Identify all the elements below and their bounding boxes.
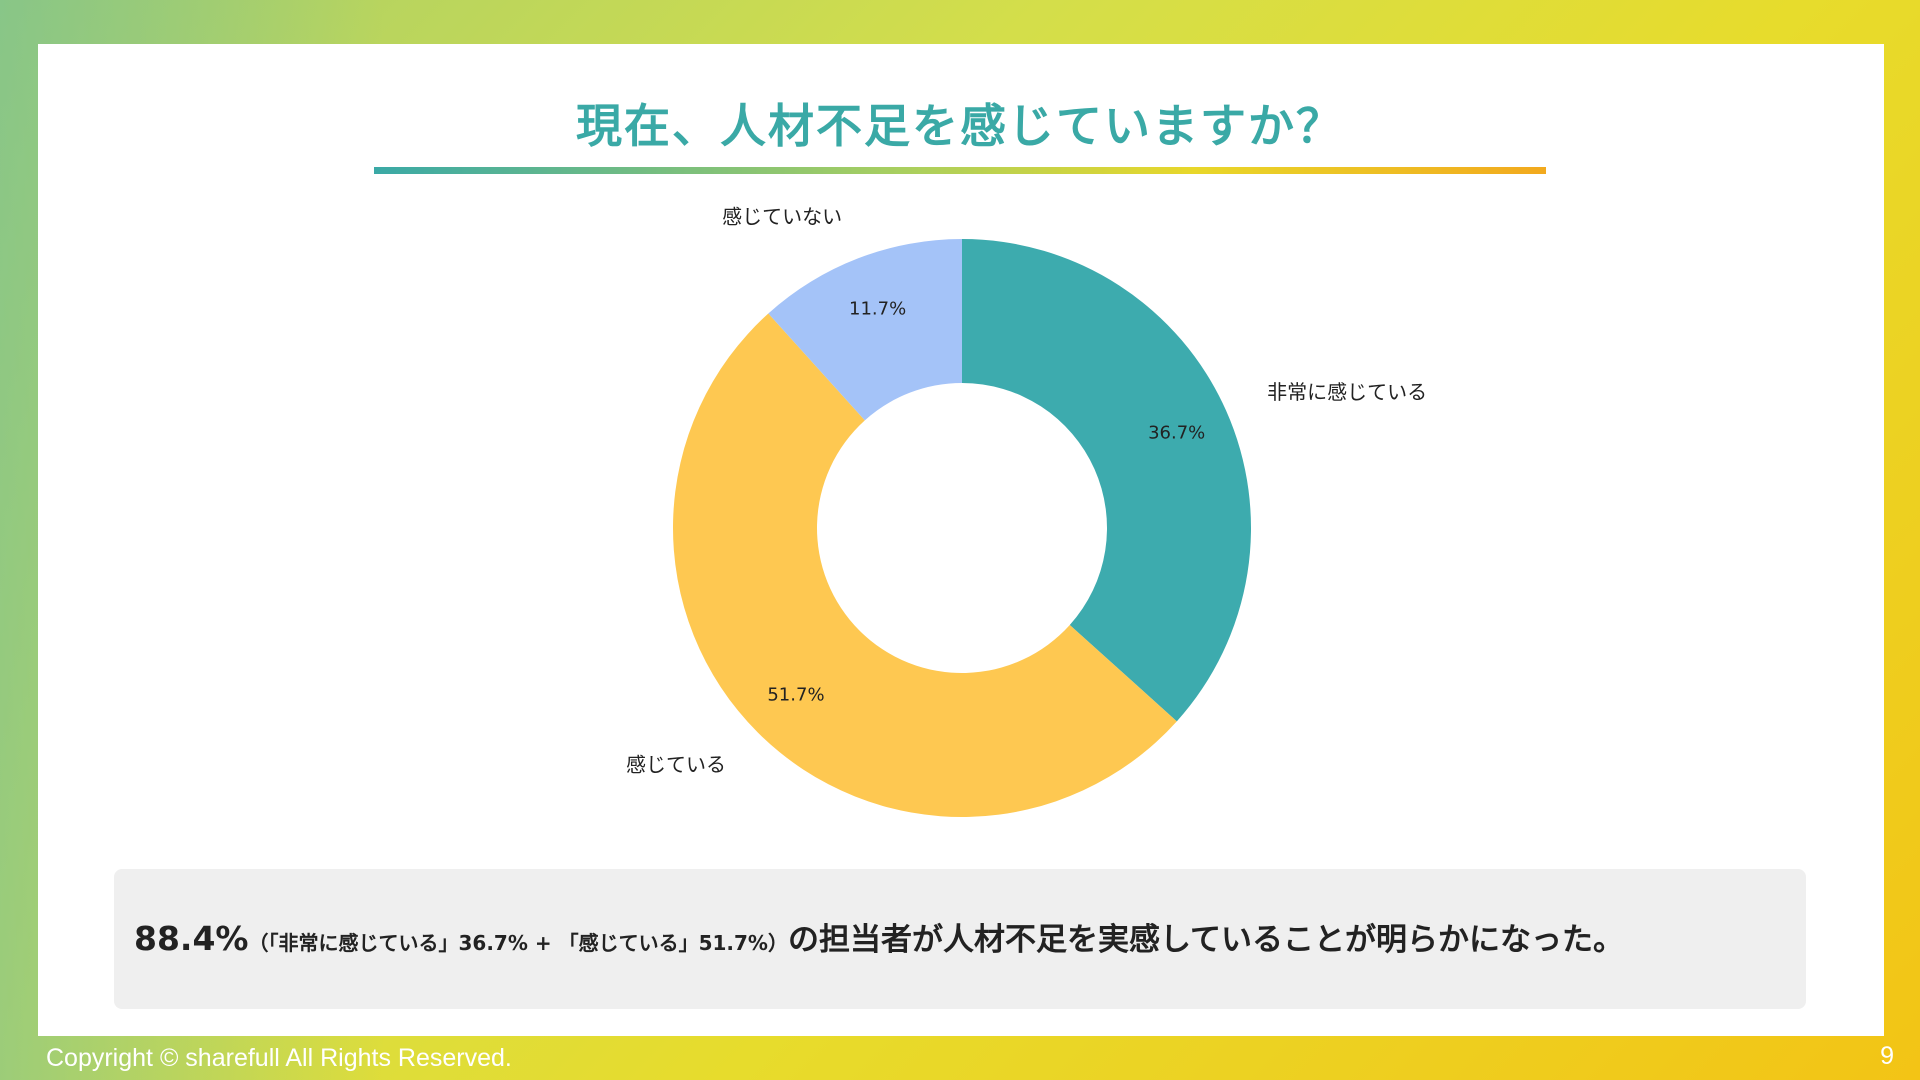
donut-slice-1 xyxy=(962,239,1252,722)
slice-value-label-2: 51.7% xyxy=(767,684,824,705)
slice-value-label-1: 36.7% xyxy=(1148,422,1205,443)
slice-category-label-3: 感じていない xyxy=(722,204,842,228)
slice-category-label-1: 非常に感じている xyxy=(1267,380,1427,404)
summary-text: 88.4%（「非常に感じている」36.7% + 「感じている」51.7%）の担当… xyxy=(134,914,1624,959)
donut-slice-2 xyxy=(673,313,1177,817)
slice-category-label-2: 感じている xyxy=(626,752,726,776)
page-title: 現在、人材不足を感じていますか？ xyxy=(576,99,1344,153)
page-number: 9 xyxy=(1880,1042,1894,1070)
summary-conclusion: の担当者が人材不足を実感していることが明らかになった。 xyxy=(787,922,1625,958)
summary-breakdown: （「非常に感じている」36.7% + 「感じている」51.7%） xyxy=(248,931,788,955)
donut-slice-3 xyxy=(768,239,962,421)
title-underline xyxy=(374,167,1546,174)
copyright-text: Copyright © sharefull All Rights Reserve… xyxy=(46,1044,512,1072)
summary-box xyxy=(114,869,1806,1009)
slice-value-label-3: 11.7% xyxy=(849,299,906,320)
summary-total-percent: 88.4% xyxy=(134,919,249,958)
